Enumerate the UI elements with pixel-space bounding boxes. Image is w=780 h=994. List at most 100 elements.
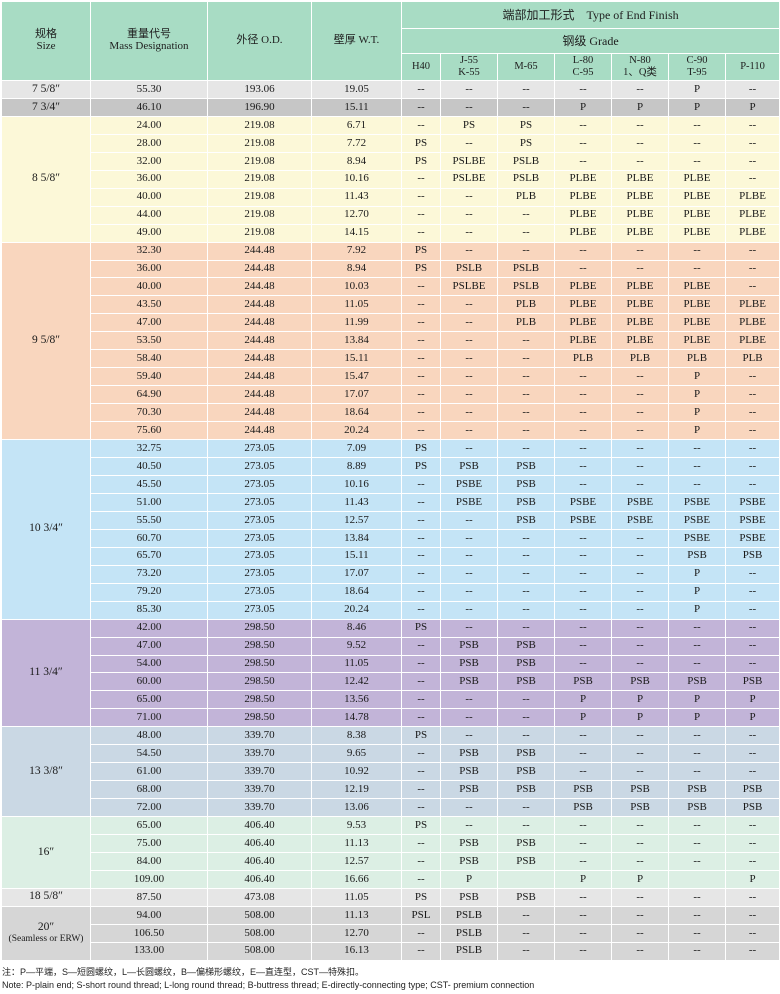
m65-cell: PSLB <box>497 169 555 189</box>
od-cell: 298.50 <box>207 636 312 656</box>
od-cell: 298.50 <box>207 618 312 638</box>
c90-cell: -- <box>668 618 726 638</box>
wt-cell: 8.94 <box>311 151 402 171</box>
table-row: 32.00 219.08 8.94 PS PSLBE PSLB -- -- -- -- <box>1 151 780 171</box>
h40-cell: PS <box>401 259 441 279</box>
n80-cell: P <box>611 690 669 710</box>
j55-cell: PSB <box>440 780 498 800</box>
wt-cell: 12.70 <box>311 205 402 225</box>
od-cell: 244.48 <box>207 331 312 351</box>
h40-cell: -- <box>401 331 441 351</box>
p110-cell: -- <box>724 439 780 459</box>
h40-cell: PS <box>401 457 441 476</box>
l80-cell: -- <box>554 133 612 153</box>
od-cell: 244.48 <box>207 367 312 387</box>
od-cell: 339.70 <box>207 798 312 818</box>
mass-cell: 60.70 <box>90 528 208 548</box>
c90-cell: PSBE <box>668 492 726 512</box>
od-cell: 244.48 <box>207 277 312 297</box>
grade-header: 钢级 Grade <box>400 28 780 54</box>
c90-cell: -- <box>668 923 726 943</box>
size-cell: 11 3/4″ <box>1 618 91 728</box>
wt-cell: 6.71 <box>311 115 402 135</box>
od-cell: 244.48 <box>207 313 312 333</box>
n80-cell: -- <box>611 834 669 853</box>
c90-cell: -- <box>668 834 726 853</box>
c90-cell: PLBE <box>668 295 726 315</box>
n80-cell: -- <box>611 439 669 459</box>
j55-cell: PSLB <box>440 259 498 279</box>
c90-cell: P <box>668 385 726 405</box>
table-row: 75.00 406.40 11.13 -- PSB PSB -- -- -- -- <box>1 834 780 853</box>
c90-cell: -- <box>668 115 726 135</box>
j55-cell: -- <box>440 582 498 602</box>
table-row: 64.90 244.48 17.07 -- -- -- -- -- P -- <box>1 385 780 405</box>
p110-cell: -- <box>724 169 780 189</box>
c90-cell: -- <box>668 474 726 494</box>
wt-cell: 14.78 <box>311 708 402 728</box>
table-row: 36.00 219.08 10.16 -- PSLBE PSLB PLBE PLBE PLBE -… <box>1 169 780 189</box>
c90-cell: PLBE <box>668 331 726 351</box>
h40-cell: -- <box>401 510 441 530</box>
od-cell: 193.06 <box>207 80 312 99</box>
mass-cell: 65.00 <box>90 816 208 836</box>
wt-cell: 17.07 <box>311 385 402 405</box>
n80-cell: PLBE <box>611 169 669 189</box>
h40-cell: -- <box>401 80 441 99</box>
l80-cell: PSB <box>554 798 612 818</box>
n80-cell: P <box>611 708 669 728</box>
j55-cell: -- <box>440 708 498 728</box>
j55-cell: PSLB <box>440 905 498 925</box>
j55-cell: PSLB <box>440 941 498 961</box>
n80-cell: -- <box>611 403 669 423</box>
p110-cell: -- <box>724 636 780 656</box>
n80-cell: -- <box>611 151 669 171</box>
n80-cell: -- <box>611 726 669 746</box>
p110-cell: PLBE <box>724 313 780 333</box>
table-row: 85.30 273.05 20.24 -- -- -- -- -- P -- <box>1 600 780 620</box>
p110-cell: -- <box>724 277 780 297</box>
c90-cell: PSB <box>668 780 726 800</box>
table-row: 43.50 244.48 11.05 -- -- PLB PLBE PLBE PLBE PLBE <box>1 295 780 315</box>
wt-cell: 15.11 <box>311 349 402 369</box>
j55-cell: -- <box>440 546 498 566</box>
n80-cell: PLBE <box>611 277 669 297</box>
j55-cell: -- <box>440 349 498 369</box>
od-cell: 244.48 <box>207 385 312 405</box>
j55-cell: PSB <box>440 744 498 764</box>
c90-cell: -- <box>668 941 726 961</box>
p110-cell: PLBE <box>724 295 780 315</box>
p110-cell: -- <box>724 600 780 620</box>
n80-cell: PLBE <box>611 295 669 315</box>
l80-cell: P <box>554 690 612 710</box>
m65-cell: PSB <box>497 762 555 782</box>
mass-cell: 36.00 <box>90 259 208 279</box>
j55-cell: -- <box>440 690 498 710</box>
wt-cell: 12.19 <box>311 780 402 800</box>
c90-cell: PLBE <box>668 223 726 243</box>
od-cell: 273.05 <box>207 474 312 494</box>
grade-column-header: L-80 C-95 <box>554 53 612 81</box>
wt-cell: 12.42 <box>311 672 402 692</box>
j55-cell: PSBE <box>440 492 498 512</box>
mass-cell: 32.00 <box>90 151 208 171</box>
n80-cell: -- <box>611 744 669 764</box>
c90-cell: -- <box>668 151 726 171</box>
j55-cell: -- <box>440 331 498 351</box>
m65-cell: -- <box>497 421 555 441</box>
mass-cell: 24.00 <box>90 115 208 135</box>
n80-cell: PSBE <box>611 510 669 530</box>
od-cell: 273.05 <box>207 564 312 584</box>
l80-cell: -- <box>554 618 612 638</box>
p110-cell: -- <box>724 241 780 261</box>
p110-cell: -- <box>724 887 780 907</box>
od-cell: 219.08 <box>207 187 312 207</box>
table-row: 72.00 339.70 13.06 -- -- -- PSB PSB PSB PSB <box>1 798 780 818</box>
j55-cell: -- <box>440 528 498 548</box>
h40-cell: -- <box>401 708 441 728</box>
note-en: Note: P-plain end; S-short round thread;… <box>2 980 535 990</box>
p110-cell: -- <box>724 582 780 602</box>
m65-cell: -- <box>497 80 555 99</box>
grade-label: 1、Q类 <box>623 67 657 78</box>
c90-cell: P <box>668 708 726 728</box>
